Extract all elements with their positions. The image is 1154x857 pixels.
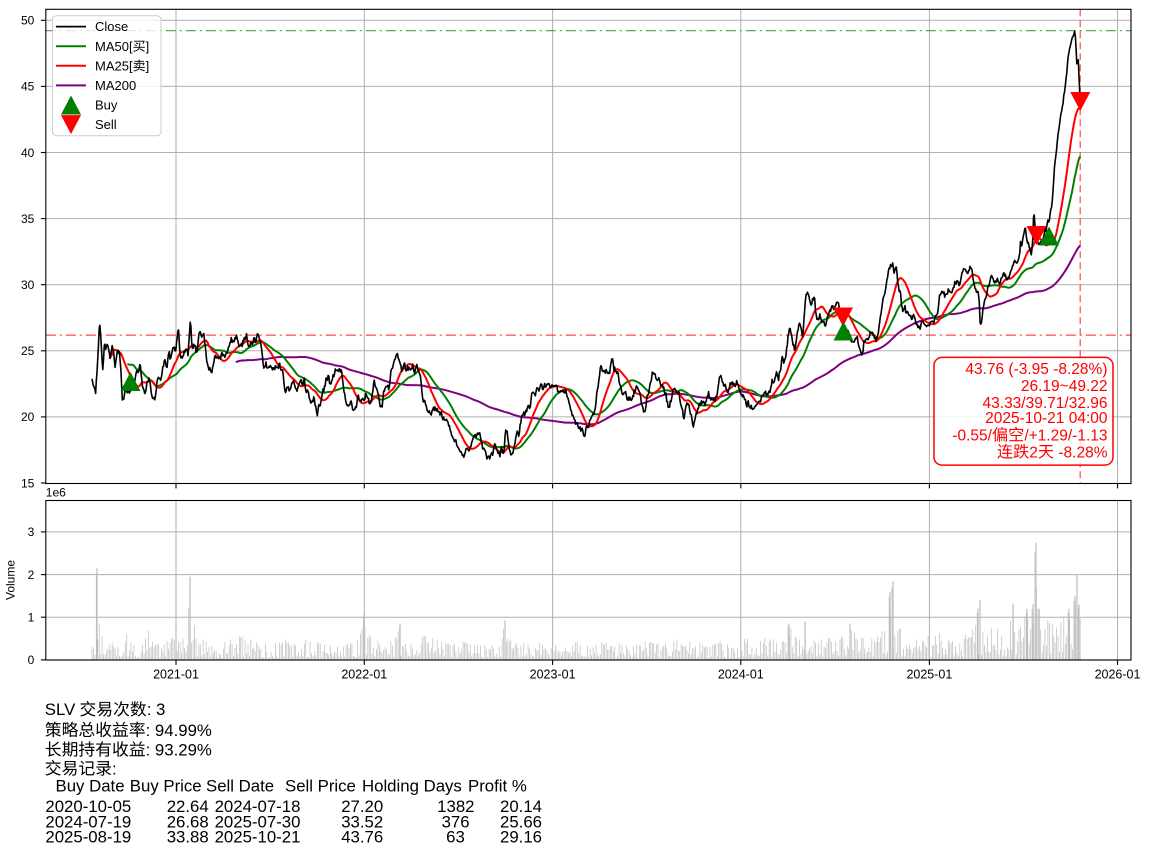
svg-text:Sell: Sell	[95, 117, 117, 132]
svg-text:: 93.29%: : 93.29%	[146, 740, 212, 759]
svg-text:376: 376	[442, 812, 470, 831]
svg-text:2025-01: 2025-01	[906, 668, 952, 682]
svg-text:33.88: 33.88	[167, 828, 209, 847]
svg-text:MA25[: MA25[	[95, 58, 133, 73]
svg-text:43.76: 43.76	[341, 828, 383, 847]
svg-text:2022-01: 2022-01	[341, 668, 387, 682]
svg-text:: 94.99%: : 94.99%	[146, 721, 212, 740]
svg-text:1: 1	[28, 611, 35, 625]
svg-text:26.19~49.22: 26.19~49.22	[1021, 378, 1108, 395]
svg-text:2025-10-21: 2025-10-21	[215, 828, 301, 847]
svg-text:2: 2	[28, 568, 35, 582]
svg-text:Volume: Volume	[4, 560, 18, 600]
svg-text:22.64: 22.64	[167, 797, 209, 816]
svg-text:MA200: MA200	[95, 78, 136, 93]
svg-text:43.76 (-3.95 -8.28%): 43.76 (-3.95 -8.28%)	[965, 361, 1107, 378]
svg-text:40: 40	[21, 146, 35, 160]
svg-text:63: 63	[446, 828, 465, 847]
svg-text:: 3: : 3	[147, 700, 166, 719]
svg-text:25: 25	[21, 344, 35, 358]
svg-text:33.52: 33.52	[341, 812, 383, 831]
svg-text:25.66: 25.66	[500, 812, 542, 831]
svg-text:20.14: 20.14	[500, 797, 542, 816]
svg-text:Close: Close	[95, 19, 128, 34]
svg-text:Holding Days: Holding Days	[362, 777, 462, 796]
svg-text:Sell Date: Sell Date	[206, 777, 274, 796]
svg-text:35: 35	[21, 212, 35, 226]
svg-text:2025-08-19: 2025-08-19	[45, 828, 131, 847]
svg-text:43.33/39.71/32.96: 43.33/39.71/32.96	[983, 395, 1108, 412]
svg-text:2021-01: 2021-01	[153, 668, 199, 682]
svg-text:2020-10-05: 2020-10-05	[45, 797, 131, 816]
svg-text:]: ]	[146, 58, 150, 73]
svg-text:50: 50	[21, 14, 35, 28]
svg-text:MA50[: MA50[	[95, 39, 133, 54]
svg-text:2024-07-19: 2024-07-19	[45, 812, 131, 831]
svg-text:29.16: 29.16	[500, 828, 542, 847]
svg-text:SLV: SLV	[45, 700, 76, 719]
svg-text:15: 15	[21, 476, 35, 490]
svg-text:27.20: 27.20	[341, 797, 383, 816]
svg-text:Buy Date: Buy Date	[56, 777, 125, 796]
svg-text:45: 45	[21, 80, 35, 94]
svg-text:Buy Price: Buy Price	[130, 777, 202, 796]
svg-text:-0.55/: -0.55/	[952, 428, 992, 445]
svg-text:Sell Price: Sell Price	[285, 777, 356, 796]
svg-text:]: ]	[146, 39, 150, 54]
svg-text:2023-01: 2023-01	[530, 668, 576, 682]
svg-text:2026-01: 2026-01	[1095, 668, 1141, 682]
svg-text:0: 0	[28, 653, 35, 667]
svg-text:2025-10-21 04:00: 2025-10-21 04:00	[985, 410, 1108, 427]
svg-text::: :	[112, 759, 117, 778]
svg-text:Buy: Buy	[95, 98, 118, 113]
svg-text:2025-07-30: 2025-07-30	[215, 812, 301, 831]
svg-text:26.68: 26.68	[167, 812, 209, 831]
svg-text:/+1.29/-1.13: /+1.29/-1.13	[1024, 428, 1107, 445]
svg-text:-8.28%: -8.28%	[1058, 444, 1107, 461]
svg-text:3: 3	[28, 525, 35, 539]
svg-text:1e6: 1e6	[46, 486, 66, 500]
svg-text:2024-07-18: 2024-07-18	[215, 797, 301, 816]
svg-text:Profit %: Profit %	[468, 777, 527, 796]
svg-text:2: 2	[1029, 444, 1038, 461]
svg-text:2024-01: 2024-01	[718, 668, 764, 682]
svg-text:20: 20	[21, 410, 35, 424]
svg-text:30: 30	[21, 278, 35, 292]
svg-text:1382: 1382	[437, 797, 474, 816]
